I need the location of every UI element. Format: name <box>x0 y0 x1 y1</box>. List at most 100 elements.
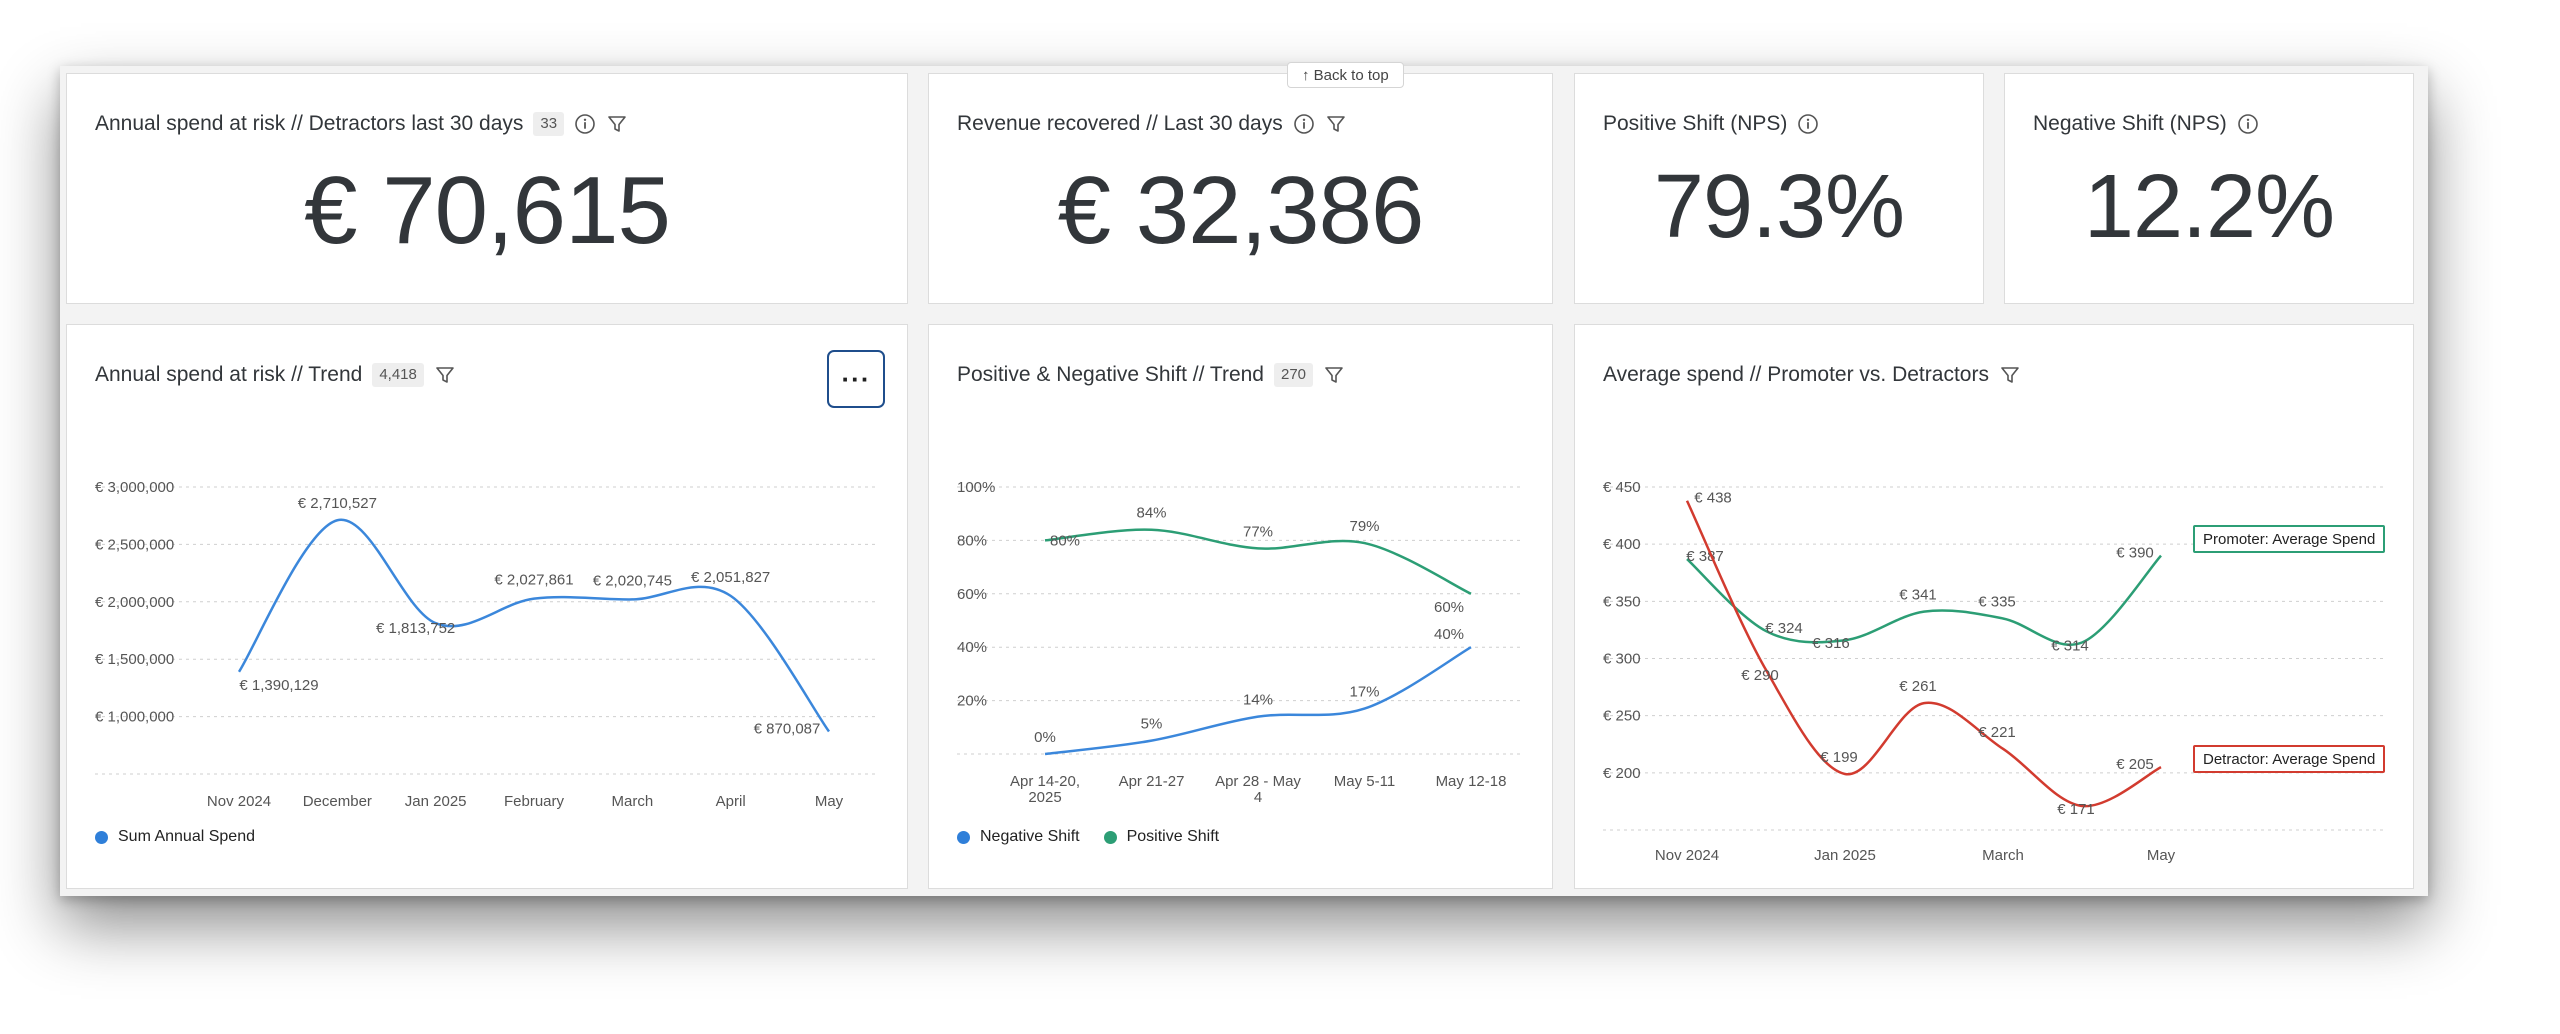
kpi-title: Annual spend at risk // Detractors last … <box>95 112 524 135</box>
series-line-negative-shift <box>1044 646 1472 756</box>
info-icon[interactable] <box>1797 113 1819 135</box>
data-label: 0% <box>1034 729 1056 746</box>
legend-dot <box>95 830 108 844</box>
shift-trend-chart: 20% 40% 60% 80% 100% Apr 14-20, 2025 Apr 21-27 A… <box>957 479 1524 806</box>
kpi-card-positive-shift[interactable]: Positive Shift (NPS) 79.3% <box>1574 73 1984 304</box>
kpi-card-spend-at-risk[interactable]: Annual spend at risk // Detractors last … <box>66 73 908 304</box>
data-label: € 171 <box>2057 801 2095 818</box>
data-label: 84% <box>1136 505 1166 522</box>
more-options-button[interactable]: ··· <box>827 350 885 408</box>
x-tick-label: Jan 2025 <box>1814 847 1876 864</box>
y-tick-label: € 2,000,000 <box>95 594 174 611</box>
data-label: € 221 <box>1978 724 2016 741</box>
data-label: € 290 <box>1741 667 1779 684</box>
x-tick-label: Apr 28 - May 4 <box>1215 773 1301 806</box>
info-icon[interactable] <box>574 113 596 135</box>
x-tick-label: May 5-11 <box>1334 773 1395 790</box>
data-label: € 314 <box>2051 637 2089 654</box>
kpi-title: Revenue recovered // Last 30 days <box>957 112 1283 135</box>
x-tick-label: May 12-18 <box>1436 773 1507 790</box>
x-tick-label: May <box>815 793 844 810</box>
data-label: € 1,813,752 <box>376 620 455 637</box>
kpi-title: Negative Shift (NPS) <box>2033 112 2227 135</box>
data-label: € 341 <box>1899 587 1937 604</box>
data-label: € 205 <box>2116 756 2154 773</box>
kpi-card-header: Annual spend at risk // Detractors last … <box>95 112 628 136</box>
data-label: 77% <box>1243 523 1273 540</box>
kpi-title: Positive Shift (NPS) <box>1603 112 1788 135</box>
data-label: € 199 <box>1820 749 1858 766</box>
y-tick-label: € 350 <box>1603 593 1641 610</box>
chart-title: Annual spend at risk // Trend <box>95 363 363 386</box>
x-tick-label: May <box>2147 847 2176 864</box>
data-label: € 387 <box>1686 548 1724 565</box>
x-tick-label: February <box>504 793 565 810</box>
kpi-card-revenue-recovered[interactable]: Revenue recovered // Last 30 days € 32,3… <box>928 73 1553 304</box>
series-line-positive-shift <box>1044 528 1472 595</box>
legend-label: Negative Shift <box>980 828 1080 845</box>
filter-icon[interactable] <box>1999 364 2021 386</box>
x-tick-label: Apr 21-27 <box>1119 773 1185 790</box>
count-badge: 270 <box>1273 363 1314 387</box>
data-label: 17% <box>1349 684 1379 701</box>
filter-icon[interactable] <box>434 364 456 386</box>
x-tick-label: Apr 14-20, 2025 <box>1010 773 1080 806</box>
x-tick-label: March <box>1982 847 2024 864</box>
chart-card-header: Positive & Negative Shift // Trend 270 <box>957 363 1345 387</box>
filter-icon[interactable] <box>1323 364 1345 386</box>
info-icon[interactable] <box>1293 113 1315 135</box>
count-badge: 4,418 <box>372 363 424 387</box>
data-label: € 335 <box>1978 593 2016 610</box>
shift-chart-card[interactable]: Positive & Negative Shift // Trend 270 2… <box>928 324 1553 889</box>
average-spend-chart-card[interactable]: Average spend // Promoter vs. Detractors… <box>1574 324 2414 889</box>
x-tick-label: Nov 2024 <box>207 793 271 810</box>
x-tick-label: March <box>611 793 653 810</box>
data-label: € 2,710,527 <box>298 495 377 512</box>
legend-item[interactable]: Sum Annual Spend <box>95 828 255 846</box>
data-label: € 2,020,745 <box>593 572 672 589</box>
y-tick-label: 40% <box>957 639 987 656</box>
legend-dot <box>957 830 970 844</box>
data-label: € 438 <box>1694 490 1732 507</box>
y-tick-label: € 1,000,000 <box>95 709 174 726</box>
filter-icon[interactable] <box>606 113 628 135</box>
chart-legend: Sum Annual Spend <box>95 828 255 846</box>
data-label: 14% <box>1243 692 1273 709</box>
data-label: 5% <box>1141 716 1163 733</box>
info-icon[interactable] <box>2237 113 2259 135</box>
data-label: € 390 <box>2116 545 2154 562</box>
chart-legend: Negative Shift Positive Shift <box>957 828 1219 846</box>
kpi-card-header: Positive Shift (NPS) <box>1603 112 1819 136</box>
detractor-series-tag: Detractor: Average Spend <box>2193 745 2386 773</box>
x-tick-label: Jan 2025 <box>405 793 467 810</box>
y-tick-label: € 1,500,000 <box>95 651 174 668</box>
kpi-card-negative-shift[interactable]: Negative Shift (NPS) 12.2% <box>2004 73 2414 304</box>
trend-chart-card[interactable]: Annual spend at risk // Trend 4,418 ··· … <box>66 324 908 889</box>
y-tick-label: 80% <box>957 532 987 549</box>
series-line-sum-annual-spend <box>237 518 831 733</box>
data-label: € 261 <box>1899 678 1937 695</box>
y-tick-label: € 3,000,000 <box>95 479 174 496</box>
data-label: 79% <box>1349 518 1379 535</box>
y-tick-label: € 450 <box>1603 479 1641 496</box>
data-label: € 324 <box>1765 620 1803 637</box>
promoter-series-tag: Promoter: Average Spend <box>2193 525 2386 553</box>
kpi-card-header: Revenue recovered // Last 30 days <box>957 112 1347 136</box>
kpi-value: 12.2% <box>2083 157 2335 257</box>
chart-title: Average spend // Promoter vs. Detractors <box>1603 363 1989 386</box>
data-label: € 870,087 <box>754 721 821 738</box>
data-label: € 2,051,827 <box>691 569 770 586</box>
filter-icon[interactable] <box>1325 113 1347 135</box>
kpi-card-header: Negative Shift (NPS) <box>2033 112 2259 136</box>
x-tick-label: December <box>303 793 372 810</box>
chart-card-header: Average spend // Promoter vs. Detractors <box>1603 363 2021 387</box>
data-label: 80% <box>1050 532 1080 549</box>
legend-label: Positive Shift <box>1126 828 1220 845</box>
legend-item[interactable]: Positive Shift <box>1103 828 1220 846</box>
back-to-top-button[interactable]: ↑ Back to top <box>1287 62 1404 88</box>
kpi-value: € 32,386 <box>1057 157 1425 264</box>
y-tick-label: 60% <box>957 586 987 603</box>
legend-item[interactable]: Negative Shift <box>957 828 1080 846</box>
y-tick-label: € 2,500,000 <box>95 536 174 553</box>
y-tick-label: € 200 <box>1603 765 1641 782</box>
